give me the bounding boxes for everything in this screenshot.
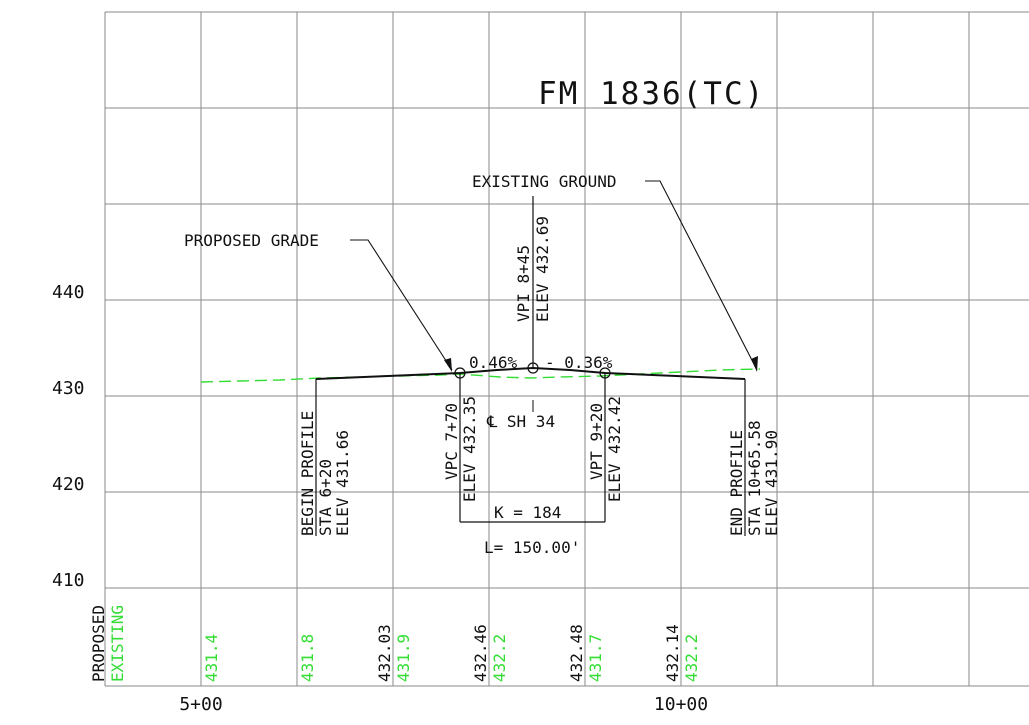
svg-text:ELEV 431.90: ELEV 431.90	[762, 430, 781, 536]
existing-elev-2: 431.8	[298, 634, 317, 682]
proposed-elev-5: 432.48	[567, 624, 586, 682]
svg-text:432.2: 432.2	[490, 634, 509, 682]
vpc-station-label: VPC 7+70	[442, 403, 461, 480]
svg-text:ELEV 431.66: ELEV 431.66	[333, 430, 352, 536]
svg-text:VPT 9+20: VPT 9+20	[587, 403, 606, 480]
proposed-grade-label: PROPOSED GRADE	[184, 231, 319, 250]
y-label-410: 410	[52, 570, 85, 591]
svg-text:431.4: 431.4	[202, 634, 221, 682]
vpt-station-label: VPT 9+20	[587, 403, 606, 480]
svg-text:432.2: 432.2	[682, 634, 701, 682]
svg-text:432.46: 432.46	[471, 624, 490, 682]
legend-existing: EXISTING	[108, 605, 127, 682]
svg-text:STA 6+20: STA 6+20	[316, 459, 335, 536]
begin-elev-label: ELEV 431.66	[333, 430, 352, 536]
proposed-grade-arrowhead	[444, 358, 452, 372]
grade-out-label: - 0.36%	[545, 353, 613, 372]
end-sta-label: STA 10+65.58	[745, 420, 764, 536]
svg-text:432.14: 432.14	[663, 624, 682, 682]
svg-text:ELEV 432.42: ELEV 432.42	[605, 396, 624, 502]
centerline-label: ℄ SH 34	[486, 412, 555, 431]
curve-length-label: L= 150.00'	[484, 538, 580, 557]
proposed-elev-6: 432.14	[663, 624, 682, 682]
svg-text:431.9: 431.9	[394, 634, 413, 682]
existing-elev-6: 432.2	[682, 634, 701, 682]
svg-text:ELEV 432.69: ELEV 432.69	[533, 216, 552, 322]
svg-text:432.48: 432.48	[567, 624, 586, 682]
grid	[104, 11, 1029, 687]
proposed-elev-4: 432.46	[471, 624, 490, 682]
vpi-marker	[527, 362, 539, 374]
existing-ground-line	[200, 368, 761, 383]
existing-ground-leader	[645, 180, 758, 371]
svg-text:431.7: 431.7	[586, 634, 605, 682]
svg-text:EXISTING: EXISTING	[108, 605, 127, 682]
svg-text:432.03: 432.03	[375, 624, 394, 682]
y-label-420: 420	[52, 474, 85, 495]
svg-text:VPC 7+70: VPC 7+70	[442, 403, 461, 480]
begin-profile-label: BEGIN PROFILE	[298, 411, 317, 536]
proposed-grade-leader	[350, 239, 453, 371]
existing-elev-4: 432.2	[490, 634, 509, 682]
grade-in-label: 0.46%	[469, 353, 518, 372]
x-label-5-00: 5+00	[179, 694, 222, 715]
legend-proposed: PROPOSED	[89, 605, 108, 682]
x-label-10-00: 10+00	[654, 694, 708, 715]
proposed-elev-3: 432.03	[375, 624, 394, 682]
k-value-label: K = 184	[494, 503, 561, 522]
existing-elev-3: 431.9	[394, 634, 413, 682]
y-label-430: 430	[52, 378, 85, 399]
vpi-station-label: VPI 8+45	[514, 245, 533, 322]
existing-ground-arrowhead	[751, 356, 758, 372]
vpc-elev-label: ELEV 432.35	[460, 396, 479, 502]
begin-sta-label: STA 6+20	[316, 459, 335, 536]
y-label-440: 440	[52, 282, 85, 303]
existing-elev-5: 431.7	[586, 634, 605, 682]
vpc-marker	[454, 367, 466, 379]
vpt-marker	[599, 367, 611, 379]
existing-elev-1: 431.4	[202, 634, 221, 682]
drawing-title: FM 1836(TC)	[538, 76, 765, 112]
vpt-elev-label: ELEV 432.42	[605, 396, 624, 502]
end-elev-label: ELEV 431.90	[762, 430, 781, 536]
svg-text:ELEV 432.35: ELEV 432.35	[460, 396, 479, 502]
end-profile-label: END PROFILE	[727, 430, 746, 536]
vpi-elev-label: ELEV 432.69	[533, 216, 552, 322]
svg-text:END PROFILE: END PROFILE	[727, 430, 746, 536]
existing-ground-label: EXISTING GROUND	[472, 172, 617, 191]
svg-text:431.8: 431.8	[298, 634, 317, 682]
svg-text:STA 10+65.58: STA 10+65.58	[745, 420, 764, 536]
svg-text:VPI 8+45: VPI 8+45	[514, 245, 533, 322]
svg-text:BEGIN PROFILE: BEGIN PROFILE	[298, 411, 317, 536]
svg-text:PROPOSED: PROPOSED	[89, 605, 108, 682]
